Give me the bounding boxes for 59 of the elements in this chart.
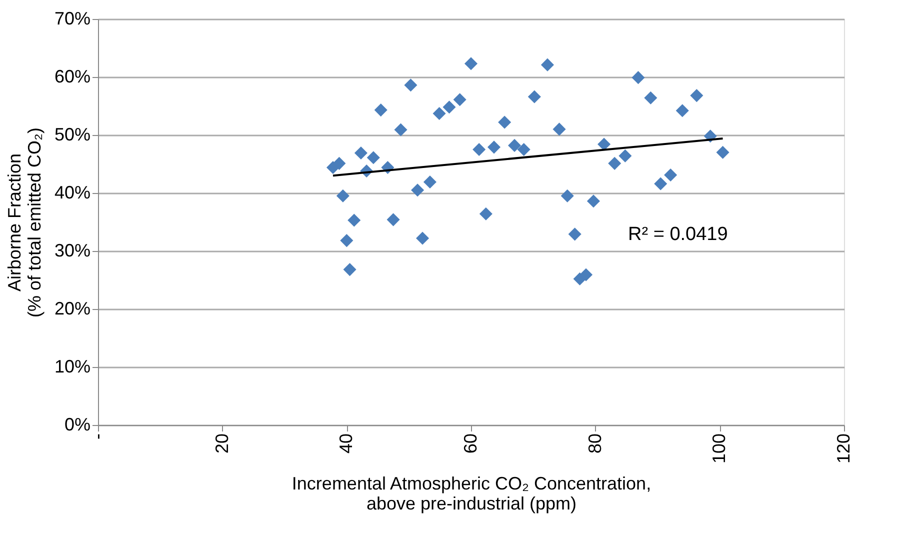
y-tick-label: 30% xyxy=(54,240,90,260)
point xyxy=(552,122,566,136)
point xyxy=(343,263,356,276)
point xyxy=(472,142,486,156)
point xyxy=(690,89,704,102)
point xyxy=(442,100,456,114)
y-axis-title: Airborne Fraction (% of total emitted CO₂) xyxy=(4,127,44,318)
point xyxy=(586,194,600,208)
point xyxy=(618,149,632,162)
point xyxy=(423,175,436,188)
point xyxy=(404,78,418,92)
point xyxy=(332,156,346,170)
point xyxy=(540,58,554,72)
point xyxy=(568,228,582,241)
point xyxy=(644,91,658,104)
x-tick-label: 20 xyxy=(212,434,232,454)
x-tick-label: 100 xyxy=(709,434,730,464)
point xyxy=(374,104,388,117)
x-tick-label: 40 xyxy=(336,434,356,454)
annotation: R² = 0.0419 xyxy=(628,224,728,245)
point xyxy=(348,214,361,227)
point xyxy=(498,116,512,129)
point xyxy=(528,90,541,104)
point xyxy=(716,146,730,159)
y-tick-label: 60% xyxy=(54,66,90,86)
x-tick-label: 80 xyxy=(584,434,605,454)
y-tick-label: 20% xyxy=(54,298,90,318)
point xyxy=(508,138,522,152)
x-tick-label: 120 xyxy=(834,434,854,464)
x-tick-label: - xyxy=(88,434,108,440)
point xyxy=(517,142,530,156)
point xyxy=(411,184,424,197)
point xyxy=(354,146,368,160)
point xyxy=(340,234,354,248)
point xyxy=(598,138,611,151)
y-tick-label: 10% xyxy=(54,356,90,376)
y-tick-label: 0% xyxy=(64,414,90,434)
point xyxy=(453,93,466,106)
point xyxy=(336,189,350,202)
point xyxy=(654,177,668,190)
point xyxy=(432,107,446,120)
point xyxy=(632,71,645,84)
y-tick-label: 70% xyxy=(54,8,90,28)
point xyxy=(416,232,430,245)
point xyxy=(676,104,689,118)
point xyxy=(487,140,501,154)
y-tick-label: 40% xyxy=(54,182,90,202)
x-tick-label: 60 xyxy=(460,434,480,454)
point xyxy=(608,156,622,170)
y-tick-label: 50% xyxy=(54,124,90,144)
x-axis-title: Incremental Atmospheric CO₂ Concentration, above pre-industrial (ppm) xyxy=(292,474,652,514)
point xyxy=(664,168,678,182)
point xyxy=(560,189,574,202)
point xyxy=(366,151,380,164)
point xyxy=(464,57,478,70)
point xyxy=(479,207,492,220)
point xyxy=(386,213,400,226)
point xyxy=(579,268,593,282)
point xyxy=(394,123,408,136)
